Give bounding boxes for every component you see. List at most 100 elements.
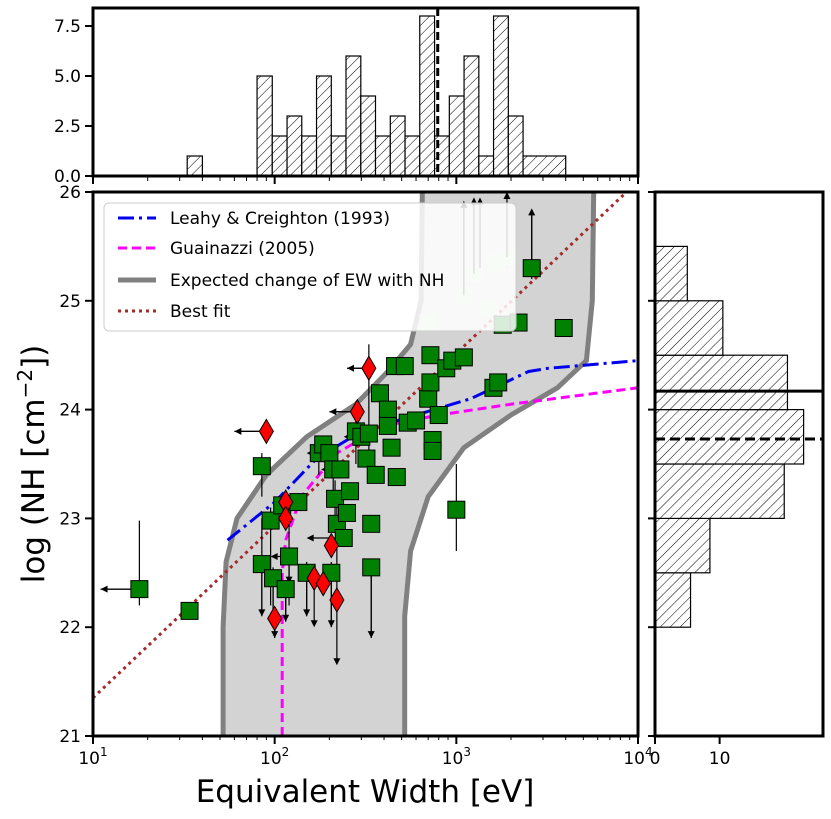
diamond-points bbox=[258, 355, 377, 632]
square-point bbox=[341, 482, 360, 501]
down-arrow-head bbox=[310, 620, 318, 628]
square-point bbox=[331, 460, 350, 479]
diamond-point bbox=[267, 605, 283, 632]
down-arrow-head bbox=[333, 658, 341, 666]
square-point bbox=[407, 411, 426, 430]
left-arrow-head bbox=[100, 585, 108, 593]
legend: Leahy & Creighton (1993) Guainazzi (2005… bbox=[103, 202, 517, 332]
left-arrow-head bbox=[346, 364, 354, 372]
top-histogram-bar bbox=[448, 95, 465, 176]
left-arrow-head bbox=[234, 427, 242, 435]
y-tick-label: 21 bbox=[59, 727, 81, 747]
diamond-point bbox=[329, 587, 345, 613]
top-histogram: 0.0 2.5 5.0 7.5 bbox=[54, 6, 640, 187]
square-point bbox=[366, 465, 385, 484]
main-y-ticks: 21 22 23 24 25 26 bbox=[59, 183, 655, 747]
right-histogram-bar bbox=[655, 463, 785, 520]
x-axis-label: Equivalent Width [eV] bbox=[196, 774, 535, 810]
top-histogram-bar bbox=[315, 75, 332, 176]
top-y-tick-label: 5.0 bbox=[54, 67, 81, 87]
main-frame bbox=[91, 190, 640, 738]
square-point bbox=[252, 457, 271, 476]
right-histogram-bar bbox=[655, 300, 724, 356]
square-point bbox=[276, 580, 295, 599]
square-point bbox=[522, 259, 541, 278]
down-arrow-head bbox=[282, 614, 290, 622]
down-arrow-head bbox=[303, 609, 311, 617]
top-histogram-bar bbox=[463, 55, 480, 176]
y-tick-label: 25 bbox=[59, 292, 81, 312]
legend-label-expected: Expected change of EW with NH bbox=[170, 271, 444, 291]
square-point bbox=[447, 500, 466, 519]
diamond-point bbox=[315, 570, 331, 597]
square-point bbox=[419, 389, 438, 408]
up-arrow-head bbox=[503, 192, 511, 199]
y-tick-label: 23 bbox=[59, 509, 81, 529]
square-point bbox=[387, 468, 406, 487]
top-y-tick-label: 0.0 bbox=[54, 167, 81, 187]
top-histogram-bar bbox=[286, 115, 303, 176]
square-point bbox=[378, 416, 397, 435]
square-point bbox=[421, 346, 440, 365]
x-tick-label: 102 bbox=[260, 745, 289, 769]
y-tick-label: 26 bbox=[59, 183, 81, 203]
left-arrow-head bbox=[306, 534, 314, 542]
right-histogram: 0 10 bbox=[650, 190, 825, 769]
diamond-point bbox=[278, 505, 294, 532]
up-arrow-head bbox=[528, 208, 536, 216]
square-point bbox=[395, 357, 414, 376]
square-point bbox=[378, 400, 397, 419]
y-axis-label: log (NH [cm−2]) bbox=[13, 345, 52, 584]
top-histogram-bar bbox=[345, 55, 362, 176]
top-y-tick-label: 7.5 bbox=[54, 17, 81, 37]
right-histogram-frame bbox=[653, 190, 825, 738]
top-histogram-bar bbox=[522, 155, 567, 176]
diamond-point bbox=[323, 532, 339, 559]
diamond-point bbox=[361, 355, 377, 382]
main-x-ticks: 101 102 103 104 bbox=[78, 176, 653, 769]
square-point bbox=[382, 438, 401, 457]
leahy-creighton-curve bbox=[226, 359, 638, 542]
down-arrow-head bbox=[271, 631, 279, 639]
top-histogram-bar bbox=[301, 135, 318, 176]
top-histogram-y-ticks: 0.0 2.5 5.0 7.5 bbox=[54, 17, 93, 187]
square-point bbox=[320, 444, 339, 463]
top-histogram-bar bbox=[256, 75, 273, 176]
square-point bbox=[429, 406, 448, 425]
square-point bbox=[489, 373, 508, 392]
square-point bbox=[423, 441, 442, 460]
left-arrow-head bbox=[270, 552, 278, 560]
legend-box bbox=[103, 202, 517, 332]
square-point bbox=[362, 514, 381, 533]
down-arrow-head bbox=[258, 609, 266, 617]
x-tick-label: 103 bbox=[442, 745, 471, 769]
top-histogram-bar bbox=[492, 15, 509, 176]
top-histogram-bar bbox=[404, 135, 421, 176]
legend-label-bestfit: Best fit bbox=[170, 302, 231, 322]
top-y-tick-label: 2.5 bbox=[54, 117, 81, 137]
top-histogram-bar bbox=[374, 135, 391, 176]
square-point bbox=[554, 319, 573, 337]
y-tick-label: 22 bbox=[59, 618, 81, 638]
best-fit-line bbox=[93, 192, 629, 699]
y-tick-label: 24 bbox=[59, 401, 81, 421]
top-histogram-bar bbox=[507, 115, 524, 176]
right-histogram-bar bbox=[655, 572, 692, 628]
square-point bbox=[261, 511, 280, 530]
x-tick-label: 101 bbox=[78, 745, 107, 769]
right-histogram-x-ticks: 0 10 bbox=[650, 736, 730, 769]
down-arrow-head bbox=[367, 631, 375, 639]
square-point bbox=[252, 555, 271, 574]
diamond-point bbox=[349, 398, 365, 425]
square-point bbox=[130, 580, 149, 599]
right-histogram-bar bbox=[655, 517, 711, 574]
square-point bbox=[370, 384, 389, 403]
right-histogram-bars bbox=[655, 245, 823, 628]
left-arrow-head bbox=[329, 408, 337, 416]
legend-label-guainazzi: Guainazzi (2005) bbox=[170, 239, 315, 259]
top-histogram-bar bbox=[186, 155, 203, 176]
top-histogram-frame bbox=[91, 6, 640, 178]
square-point bbox=[362, 558, 381, 577]
right-histogram-bar bbox=[655, 245, 688, 302]
